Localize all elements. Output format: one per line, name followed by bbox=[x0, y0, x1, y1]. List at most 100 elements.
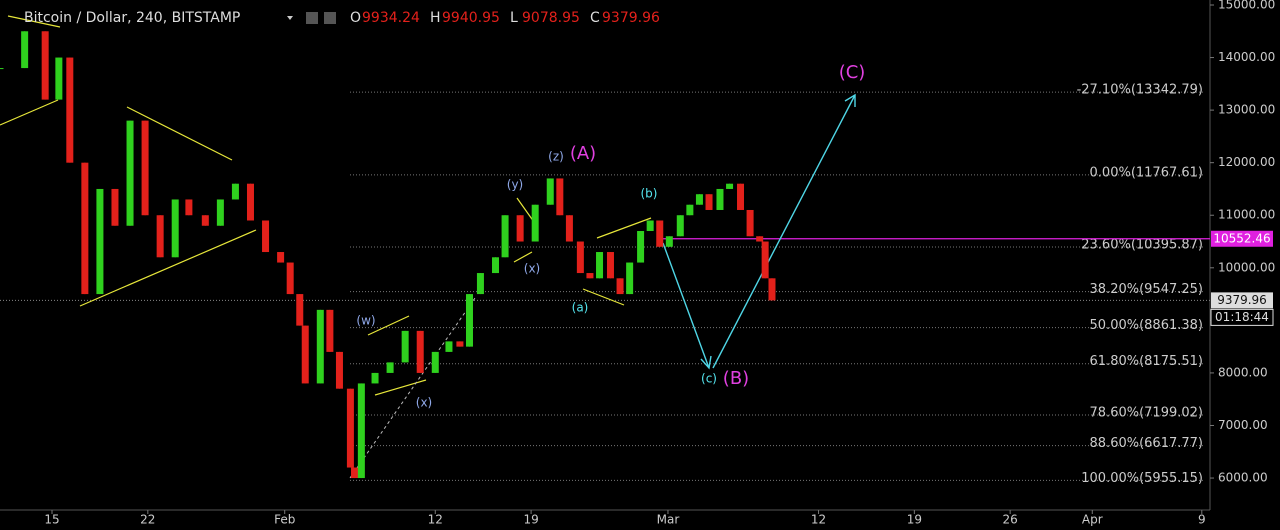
candle-body bbox=[456, 341, 464, 347]
candle-body bbox=[141, 120, 149, 216]
candle-body bbox=[761, 241, 769, 279]
y-tick-label: 13000.00 bbox=[1218, 103, 1275, 117]
candle-body bbox=[21, 31, 29, 69]
wave-label: (A) bbox=[570, 143, 596, 164]
candle-body bbox=[246, 183, 254, 221]
candle-body bbox=[756, 236, 764, 242]
candle-body bbox=[416, 330, 424, 373]
candle-body bbox=[656, 220, 664, 247]
candle-body bbox=[185, 199, 193, 216]
candle-body bbox=[81, 162, 89, 295]
ohlc-key: H bbox=[430, 10, 441, 26]
ohlc-key: L bbox=[510, 10, 518, 26]
candle-body bbox=[55, 57, 63, 100]
trend-line bbox=[374, 379, 427, 396]
candle-body bbox=[556, 178, 564, 216]
ohlc-key: O bbox=[350, 10, 361, 26]
candle-body bbox=[262, 220, 270, 253]
arrow-head bbox=[700, 355, 712, 370]
candle-body bbox=[516, 215, 524, 242]
candle-body bbox=[716, 188, 724, 210]
alert-price-box bbox=[1211, 230, 1273, 247]
candle-body bbox=[695, 194, 703, 205]
candle-body bbox=[386, 362, 394, 373]
trend-line bbox=[126, 106, 233, 161]
candle-body bbox=[335, 351, 343, 389]
arrow-head bbox=[844, 93, 856, 107]
y-tick-label: 7000.00 bbox=[1218, 418, 1268, 432]
dashed-line bbox=[349, 297, 476, 479]
candle-body bbox=[596, 252, 604, 279]
fib-label: 61.80%(8175.51) bbox=[1090, 354, 1203, 369]
wave-label: (c) bbox=[701, 372, 717, 386]
y-tick-label: 12000.00 bbox=[1218, 155, 1275, 169]
candle-body bbox=[156, 215, 164, 258]
countdown-box bbox=[1210, 308, 1274, 326]
candle-body bbox=[546, 178, 554, 205]
y-tick-label: 10000.00 bbox=[1218, 260, 1275, 274]
wave-label: (b) bbox=[641, 187, 658, 201]
candle-body bbox=[616, 278, 624, 295]
candle-body bbox=[606, 252, 614, 279]
fib-label: 100.00%(5955.15) bbox=[1081, 471, 1203, 486]
header: Bitcoin / Dollar, 240, BITSTAMP O 9934.24… bbox=[24, 10, 660, 26]
y-tick-label: 15000.00 bbox=[1218, 0, 1275, 11]
ohlc-value: 9078.95 bbox=[522, 10, 580, 26]
candle-body bbox=[316, 309, 324, 384]
candle-body bbox=[431, 351, 439, 373]
fib-label: 88.60%(6617.77) bbox=[1090, 436, 1203, 451]
candle-body bbox=[326, 309, 334, 352]
ohlc-value: 9940.95 bbox=[442, 10, 500, 26]
trend-line bbox=[513, 251, 533, 263]
candle-body bbox=[705, 194, 713, 210]
candle-body bbox=[111, 188, 119, 226]
candle-body bbox=[357, 383, 365, 479]
candle-body bbox=[501, 215, 509, 258]
dropdown-icon[interactable] bbox=[287, 16, 293, 20]
candle-body bbox=[401, 330, 409, 363]
candle-body bbox=[346, 388, 354, 468]
icon[interactable] bbox=[324, 12, 336, 24]
drawings bbox=[0, 15, 856, 479]
projection-line bbox=[712, 94, 856, 369]
candle-body bbox=[586, 273, 594, 279]
candle-body bbox=[301, 325, 309, 384]
wave-label: (x) bbox=[524, 262, 540, 276]
fib-label: -27.10%(13342.79) bbox=[1077, 83, 1203, 98]
candle-body bbox=[465, 294, 473, 347]
candle-body bbox=[201, 215, 209, 226]
candle-body bbox=[491, 257, 499, 274]
trend-line bbox=[7, 15, 61, 28]
wave-label: (w) bbox=[356, 314, 375, 328]
candle-body bbox=[351, 467, 359, 479]
candle-body bbox=[737, 183, 745, 210]
candle-body bbox=[277, 252, 285, 263]
candle-body bbox=[445, 341, 453, 352]
trend-line bbox=[0, 99, 59, 126]
icon[interactable] bbox=[306, 12, 318, 24]
fib-label: 0.00%(11767.61) bbox=[1090, 165, 1203, 180]
symbol-title[interactable]: Bitcoin / Dollar, 240, BITSTAMP bbox=[24, 10, 240, 26]
fib-label: 78.60%(7199.02) bbox=[1090, 406, 1203, 421]
trend-line bbox=[582, 288, 625, 306]
candle-body bbox=[665, 236, 673, 247]
candle-body bbox=[126, 120, 134, 226]
candle-body bbox=[66, 57, 74, 163]
fib-label: 38.20%(9547.25) bbox=[1090, 282, 1203, 297]
candle-body bbox=[286, 262, 294, 295]
candle-body bbox=[768, 278, 776, 301]
countdown: 01:18:44 bbox=[1215, 310, 1269, 324]
candle-body bbox=[686, 204, 694, 216]
y-tick-label: 14000.00 bbox=[1218, 50, 1275, 64]
x-tick-label: 12 bbox=[428, 513, 443, 527]
candle-body bbox=[637, 231, 645, 263]
x-tick-label: 26 bbox=[1003, 513, 1018, 527]
candle-body bbox=[231, 183, 239, 200]
wave-label: (y) bbox=[507, 178, 523, 192]
ohlc-value: 9379.96 bbox=[602, 10, 660, 26]
candle-body bbox=[626, 262, 634, 295]
projection-line bbox=[662, 242, 710, 369]
candle-body bbox=[476, 273, 484, 295]
candle-body bbox=[746, 209, 754, 237]
